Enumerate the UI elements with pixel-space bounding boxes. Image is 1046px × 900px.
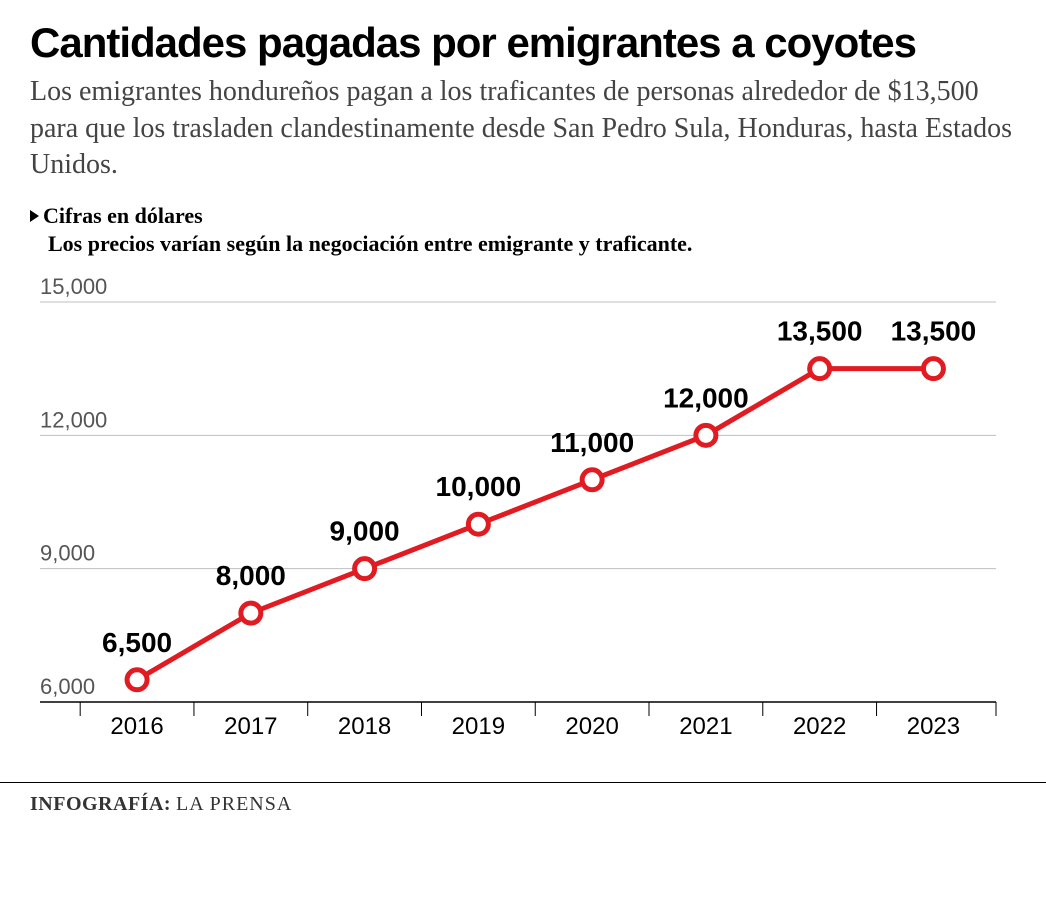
credit-value: LA PRENSA <box>176 793 292 815</box>
svg-text:2023: 2023 <box>907 713 960 740</box>
svg-text:12,000: 12,000 <box>663 383 749 414</box>
svg-text:9,000: 9,000 <box>40 541 95 566</box>
svg-text:2016: 2016 <box>110 713 163 740</box>
svg-text:2018: 2018 <box>338 713 391 740</box>
svg-text:9,000: 9,000 <box>330 516 400 547</box>
svg-text:13,500: 13,500 <box>891 316 977 347</box>
svg-text:6,000: 6,000 <box>40 674 95 699</box>
svg-text:13,500: 13,500 <box>777 316 863 347</box>
chart-subtitle: Los emigrantes hondureños pagan a los tr… <box>30 74 1016 183</box>
arrow-icon <box>30 210 39 222</box>
svg-text:15,000: 15,000 <box>40 274 107 299</box>
credit-label: INFOGRAFÍA: <box>30 793 171 815</box>
svg-text:2017: 2017 <box>224 713 277 740</box>
legend-label: Cifras en dólares <box>43 203 203 228</box>
chart-title: Cantidades pagadas por emigrantes a coyo… <box>30 20 1016 66</box>
svg-text:2020: 2020 <box>565 713 618 740</box>
svg-text:10,000: 10,000 <box>436 472 522 503</box>
credit-line: INFOGRAFÍA: LA PRENSA <box>0 783 1046 836</box>
svg-text:11,000: 11,000 <box>550 427 634 458</box>
svg-text:2022: 2022 <box>793 713 846 740</box>
svg-text:8,000: 8,000 <box>216 560 286 591</box>
svg-text:2019: 2019 <box>452 713 505 740</box>
svg-text:12,000: 12,000 <box>40 408 107 433</box>
line-chart: 15,000 12,000 9,000 6,000 2016 2017 2018 2019 20… <box>30 272 1016 752</box>
legend-note: Los precios varían según la negociación … <box>48 231 1016 257</box>
svg-text:2021: 2021 <box>679 713 732 740</box>
svg-text:6,500: 6,500 <box>102 627 172 658</box>
